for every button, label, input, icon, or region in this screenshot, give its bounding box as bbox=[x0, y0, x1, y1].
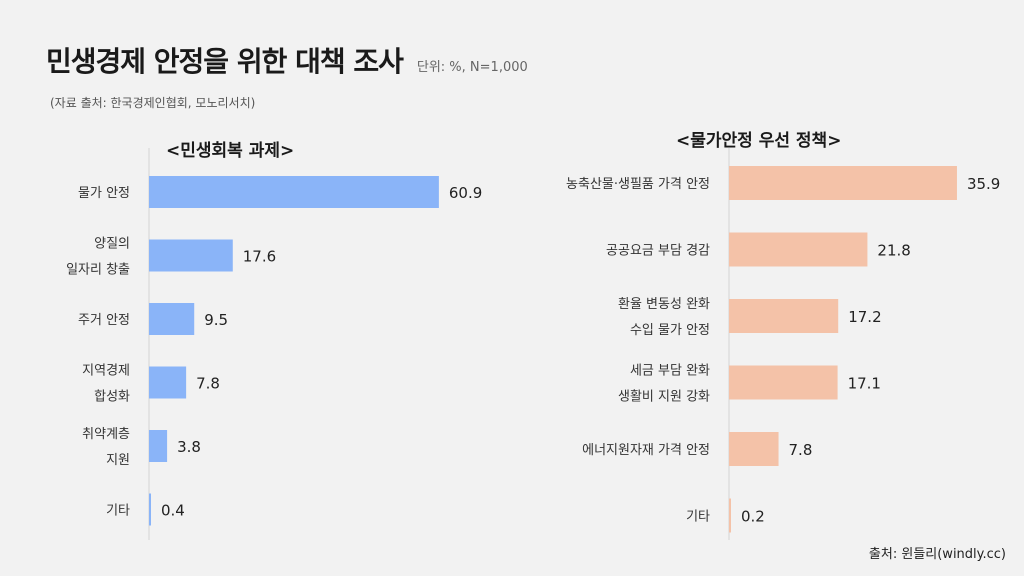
category-label: 일자리 창출 bbox=[66, 263, 130, 278]
footer-credit: 출처: 윈들리(windly.cc) bbox=[868, 547, 1006, 562]
bar bbox=[729, 232, 868, 267]
title-row: 민생경제 안정을 위한 대책 조사 단위: %, N=1,000 bbox=[46, 40, 528, 80]
unit-note: 단위: %, N=1,000 bbox=[416, 60, 528, 75]
value-label: 7.8 bbox=[196, 375, 220, 393]
category-label: 환율 변동성 완화 bbox=[618, 297, 710, 312]
page-title: 민생경제 안정을 위한 대책 조사 bbox=[46, 45, 404, 78]
chart-title-right: <물가안정 우선 정책> bbox=[676, 131, 842, 151]
bar bbox=[729, 498, 731, 533]
value-label: 17.1 bbox=[848, 375, 881, 393]
value-label: 17.6 bbox=[243, 248, 276, 266]
chart-title-left: <민생회복 과제> bbox=[166, 141, 295, 161]
bar bbox=[149, 303, 195, 335]
value-label: 9.5 bbox=[204, 311, 228, 329]
category-label: 에너지원자재 가격 안정 bbox=[582, 443, 710, 458]
bar bbox=[149, 176, 439, 208]
category-label: 지원 bbox=[106, 453, 130, 468]
value-label: 3.8 bbox=[177, 438, 201, 456]
data-source: (자료 출처: 한국경제인협회, 모노리서치) bbox=[50, 96, 256, 110]
category-label: 기타 bbox=[686, 510, 710, 525]
bar bbox=[729, 432, 779, 466]
bar bbox=[729, 365, 838, 400]
bar bbox=[729, 166, 957, 200]
bar bbox=[729, 299, 839, 333]
category-label: 기타 bbox=[106, 504, 130, 519]
value-label: 0.4 bbox=[161, 502, 185, 520]
category-label: 양질의 bbox=[94, 237, 130, 252]
bar bbox=[149, 239, 233, 272]
category-label: 공공요금 부담 경감 bbox=[606, 244, 710, 259]
category-label: 수입 물가 안정 bbox=[630, 323, 710, 338]
value-label: 35.9 bbox=[967, 175, 1000, 193]
category-label: 농축산물·생필품 가격 안정 bbox=[566, 177, 710, 192]
value-label: 7.8 bbox=[789, 441, 813, 459]
category-label: 세금 부담 완화 bbox=[630, 364, 710, 379]
category-label: 취약계층 bbox=[82, 427, 130, 442]
bar bbox=[149, 493, 151, 526]
category-label: 주거 안정 bbox=[78, 313, 130, 328]
bar bbox=[149, 430, 168, 462]
category-label: 합성화 bbox=[94, 390, 130, 405]
category-label: 물가 안정 bbox=[78, 186, 130, 201]
value-label: 60.9 bbox=[449, 184, 482, 202]
category-label: 생활비 지원 강화 bbox=[618, 390, 710, 405]
value-label: 0.2 bbox=[741, 508, 765, 526]
value-label: 17.2 bbox=[848, 308, 881, 326]
category-label: 지역경제 bbox=[82, 364, 130, 379]
value-label: 21.8 bbox=[877, 242, 910, 260]
bar bbox=[149, 366, 187, 399]
